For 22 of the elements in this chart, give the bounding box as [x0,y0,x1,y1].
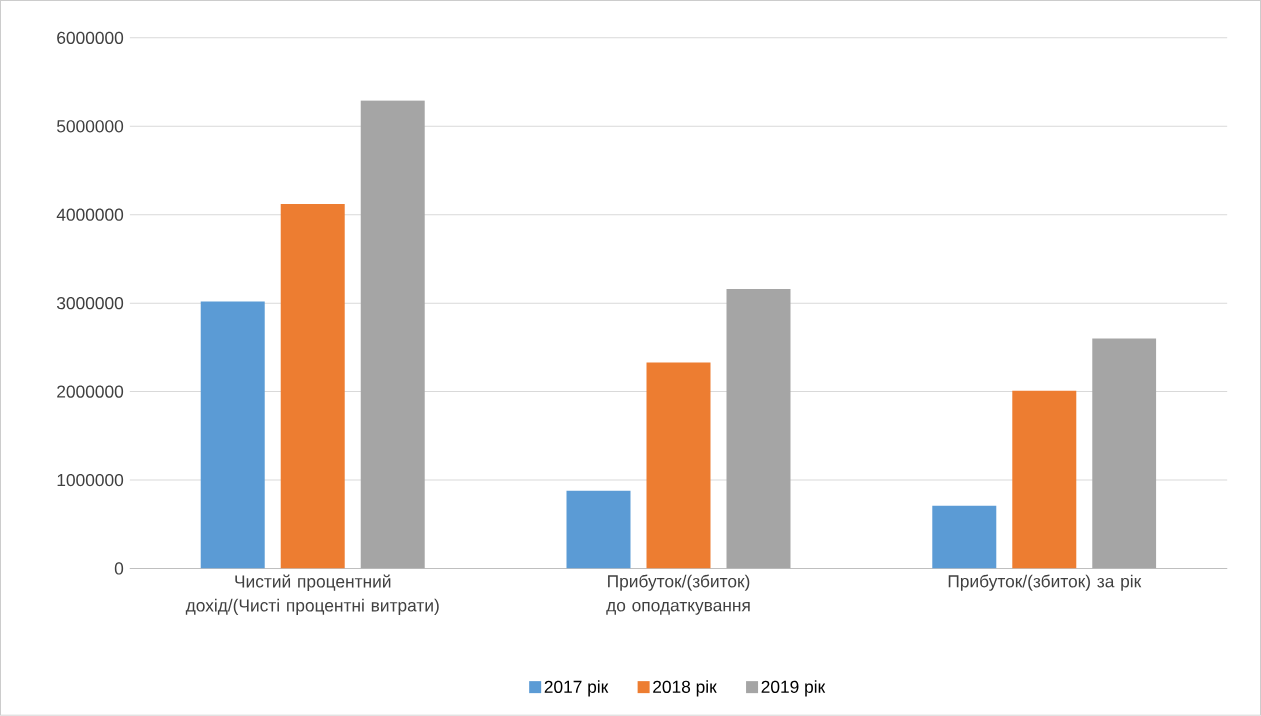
bar [1092,338,1157,569]
y-tick-label: 0 [114,562,124,575]
bar [1012,390,1077,569]
legend-label: 2017 рік [544,680,609,697]
bar [200,301,265,569]
y-tick-label: 2000000 [57,385,124,398]
x-tick-label: Прибуток/(збиток) до оподаткування [606,574,750,616]
y-tick-label: 1000000 [57,474,124,487]
legend-label: 2018 рік [653,680,717,697]
bar [566,490,631,569]
y-tick-label: 5000000 [57,120,124,133]
y-tick-label: 4000000 [56,208,124,222]
y-tick-label: 3000000 [56,297,124,310]
bar [646,362,711,569]
legend-label: 2019 рік [761,680,826,697]
bar [360,100,425,569]
y-tick-label: 6000000 [57,31,124,45]
x-tick-label: Прибуток/(збиток) за рік [948,574,1142,592]
bar [726,289,791,569]
bar [280,204,345,569]
bar [932,505,997,569]
x-tick-label: Чистий процентний дохід/(Чисті процентні витрати) [185,574,439,616]
